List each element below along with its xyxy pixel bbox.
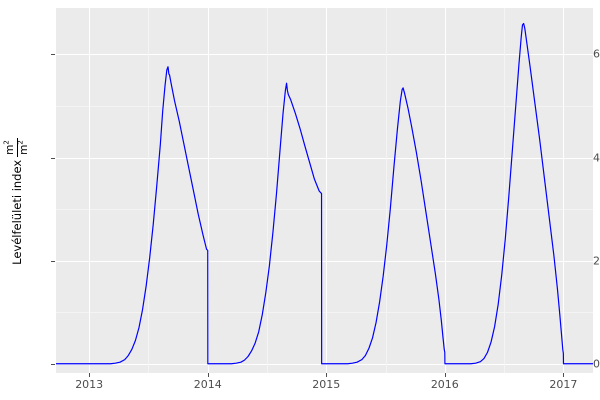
x-tick-mark: [444, 373, 446, 377]
gridline-major-x: [444, 8, 446, 373]
y-tick-mark: [51, 54, 55, 56]
x-tick-mark: [207, 373, 209, 377]
gridline-major-x: [563, 8, 565, 373]
gridline-minor-y: [56, 209, 593, 210]
y-axis-unit-denominator: m2: [16, 138, 30, 157]
gridline-major-x: [207, 8, 209, 373]
gridline-minor-x: [504, 8, 505, 373]
y-tick-label: 0: [593, 357, 600, 371]
x-tick-label: 2016: [430, 378, 459, 391]
x-tick-label: 2015: [312, 378, 341, 391]
gridline-major-x: [89, 8, 91, 373]
y-tick-mark: [51, 363, 55, 365]
y-axis-title: Levélfelületi index m2 m2: [0, 0, 34, 400]
gridline-minor-y: [56, 105, 593, 107]
gridline-minor-y: [56, 312, 593, 313]
gridline-minor-x: [267, 8, 268, 373]
x-tick-label: 2014: [193, 378, 222, 391]
gridline-major-y: [56, 157, 593, 159]
y-axis-unit-numerator: m2: [2, 140, 17, 155]
x-tick-mark: [563, 373, 565, 377]
series-layer: [56, 22, 593, 365]
x-tick-label: 2017: [549, 378, 578, 391]
y-axis-title-text: Levélfelületi index: [10, 159, 24, 265]
series-line-lai: [56, 22, 593, 365]
x-tick-mark: [89, 373, 91, 377]
plot-panel: [56, 8, 593, 373]
x-tick-mark: [326, 373, 328, 377]
y-tick-label: 6: [593, 47, 600, 61]
y-tick-mark: [51, 157, 55, 159]
y-tick-label: 2: [593, 254, 600, 268]
gridline-minor-x: [385, 8, 387, 373]
gridline-minor-x: [148, 8, 150, 373]
x-tick-label: 2013: [75, 378, 104, 391]
gridline-major-y: [56, 54, 593, 56]
gridline-major-y: [56, 260, 593, 262]
y-axis-unit-fraction: m2 m2: [2, 138, 30, 157]
y-tick-mark: [51, 260, 55, 262]
gridline-major-x: [326, 8, 328, 373]
y-tick-label: 4: [593, 151, 600, 164]
